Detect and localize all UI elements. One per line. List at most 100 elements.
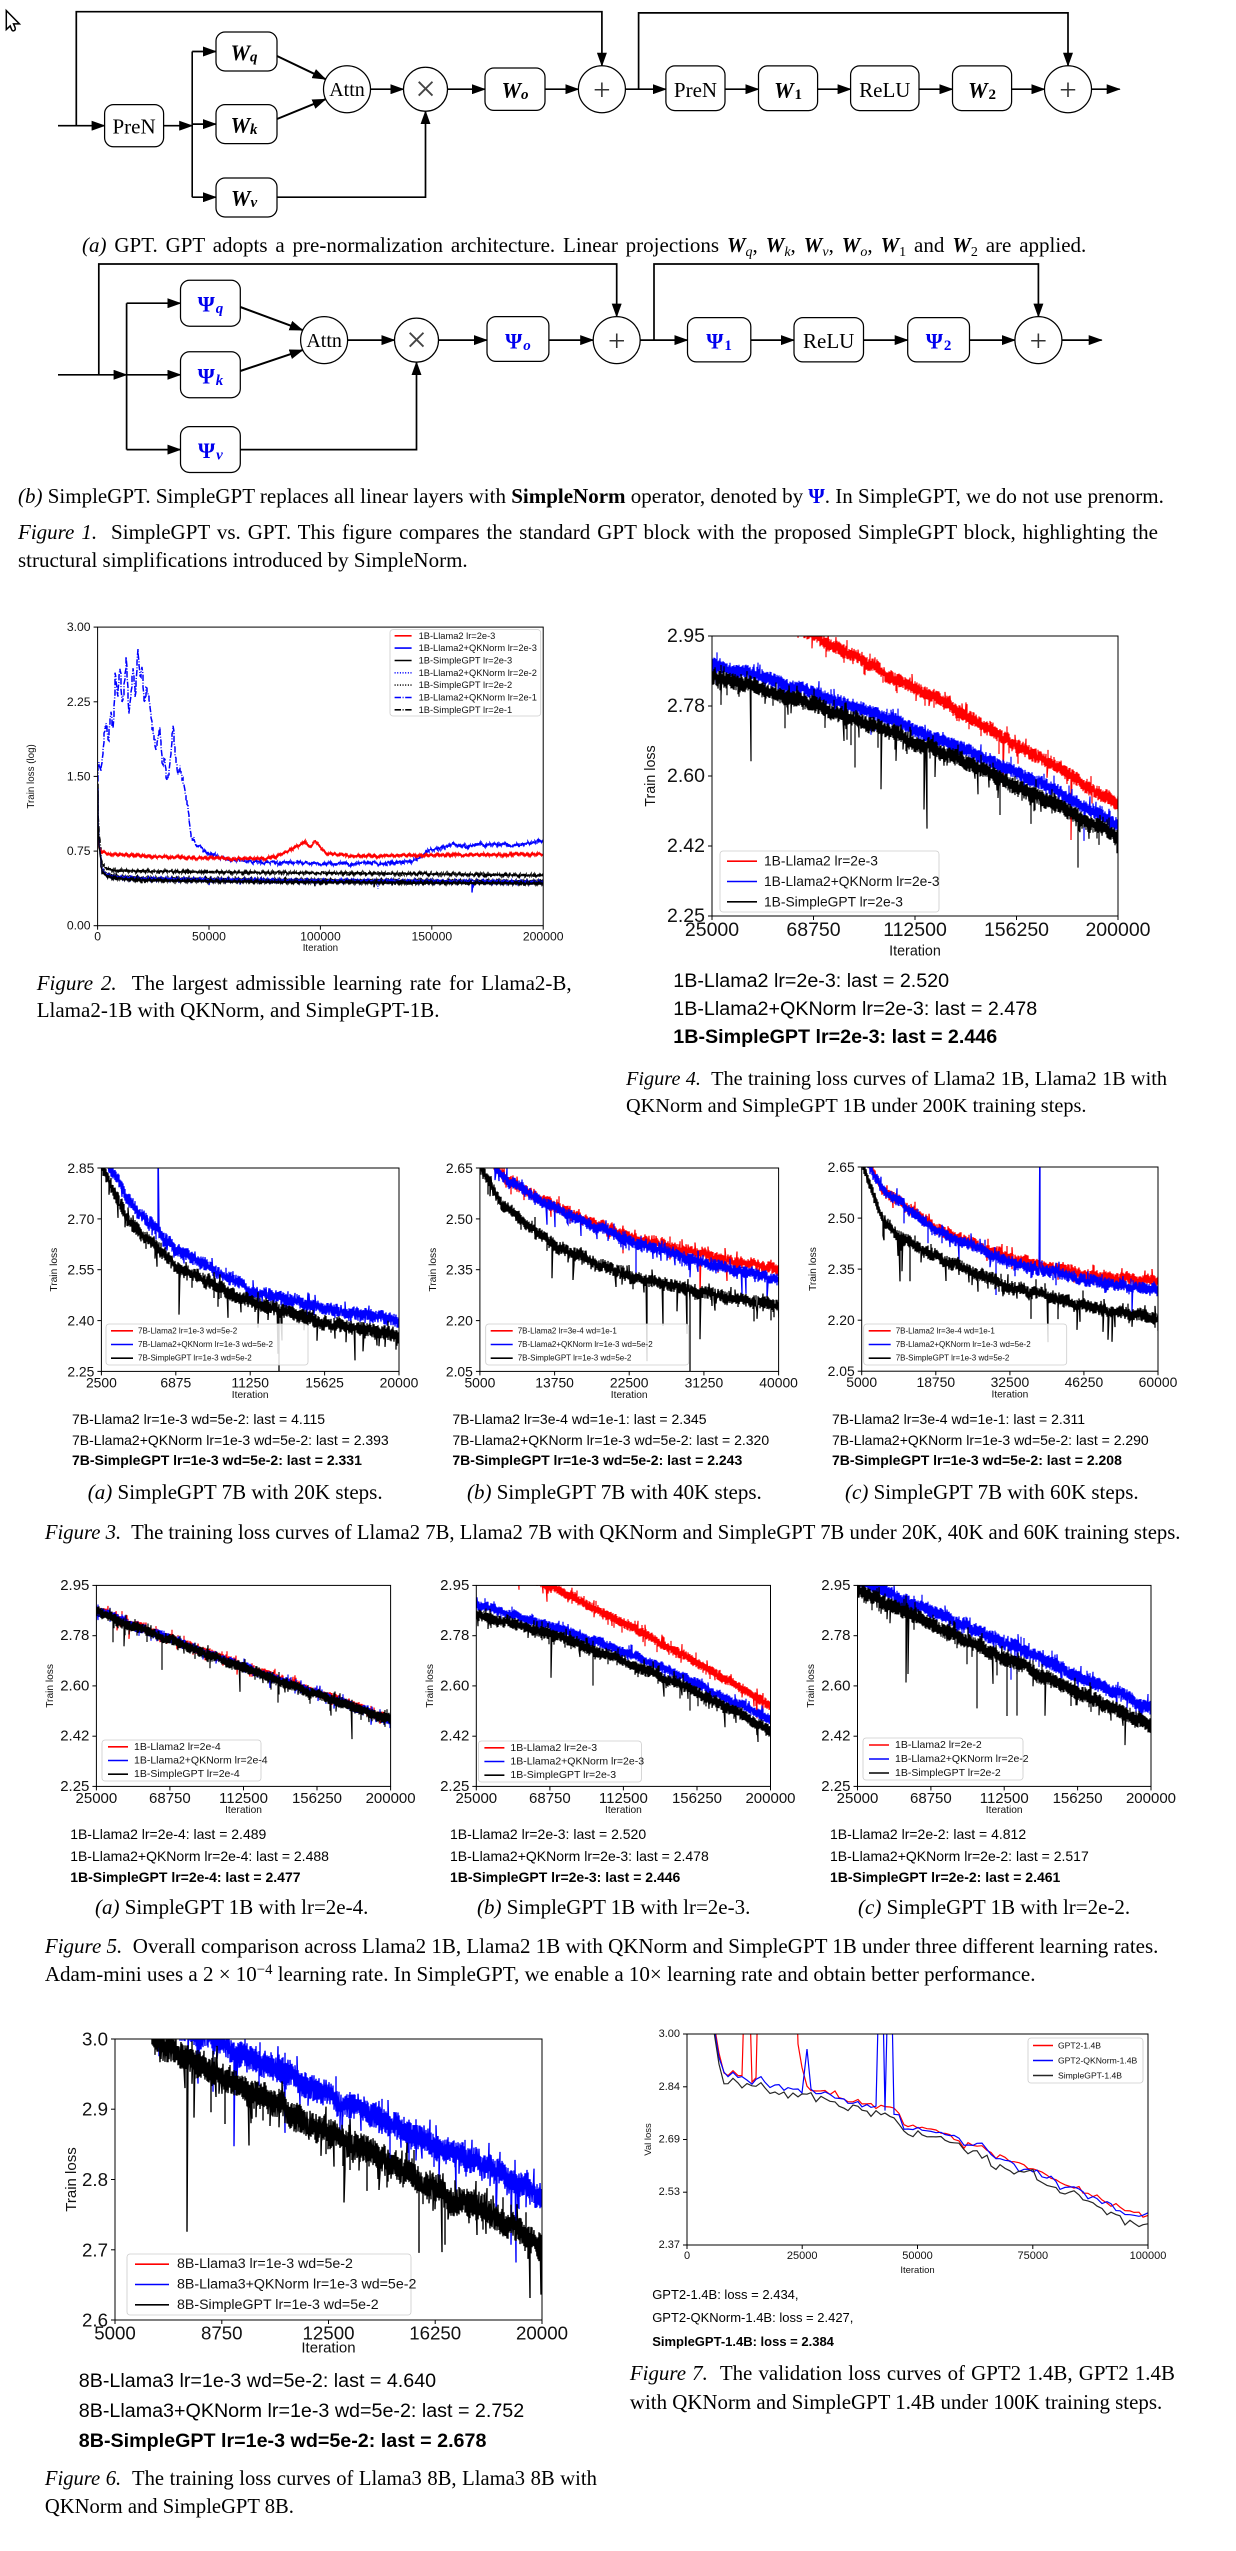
svg-text:2.95: 2.95 xyxy=(60,1577,89,1594)
svg-text:Attn: Attn xyxy=(329,79,365,101)
svg-text:32500: 32500 xyxy=(991,1374,1030,1390)
svg-text:100000: 100000 xyxy=(300,930,341,944)
svg-text:2500: 2500 xyxy=(86,1374,117,1390)
svg-text:20000: 20000 xyxy=(380,1374,419,1390)
svg-text:25000: 25000 xyxy=(837,1790,879,1807)
svg-text:3.00: 3.00 xyxy=(659,2028,680,2040)
svg-text:2.78: 2.78 xyxy=(440,1627,469,1644)
svg-text:112500: 112500 xyxy=(219,1790,268,1807)
svg-text:2.25: 2.25 xyxy=(440,1778,469,1795)
svg-text:11250: 11250 xyxy=(231,1374,269,1390)
svg-text:2.60: 2.60 xyxy=(667,765,705,787)
svg-text:8B-SimpleGPT lr=1e-3 wd=5e-2: 8B-SimpleGPT lr=1e-3 wd=5e-2 xyxy=(177,2297,379,2313)
svg-text:Train loss: Train loss xyxy=(428,1248,439,1292)
svg-text:2.85: 2.85 xyxy=(67,1160,94,1176)
svg-text:2.25: 2.25 xyxy=(67,695,91,709)
svg-text:Iteration: Iteration xyxy=(900,2265,934,2276)
svg-text:1B-Llama2+QKNorm lr=2e-2: 1B-Llama2+QKNorm lr=2e-2 xyxy=(419,668,537,678)
svg-text:×: × xyxy=(415,69,436,110)
svg-text:Train loss: Train loss xyxy=(643,745,659,806)
svg-text:25000: 25000 xyxy=(685,919,739,941)
svg-text:112500: 112500 xyxy=(883,919,947,941)
svg-text:2.95: 2.95 xyxy=(667,625,705,647)
svg-text:2.78: 2.78 xyxy=(60,1627,89,1644)
svg-text:1B-SimpleGPT lr=2e-3: 1B-SimpleGPT lr=2e-3 xyxy=(764,894,903,909)
svg-text:1B-SimpleGPT lr=2e-2: 1B-SimpleGPT lr=2e-2 xyxy=(419,680,513,690)
svg-text:2.42: 2.42 xyxy=(821,1728,850,1745)
svg-text:+: + xyxy=(608,323,625,358)
svg-text:200000: 200000 xyxy=(1126,1790,1176,1807)
svg-text:150000: 150000 xyxy=(411,930,452,944)
svg-text:0.00: 0.00 xyxy=(67,919,91,933)
svg-text:2.50: 2.50 xyxy=(446,1211,473,1227)
svg-text:1B-Llama2 lr=2e-3: 1B-Llama2 lr=2e-3 xyxy=(510,1742,597,1754)
svg-text:20000: 20000 xyxy=(516,2323,568,2344)
svg-text:7B-SimpleGPT lr=1e-3 wd=5e-2: 7B-SimpleGPT lr=1e-3 wd=5e-2 xyxy=(896,1354,1010,1363)
svg-text:2.78: 2.78 xyxy=(821,1627,850,1644)
svg-text:Train loss: Train loss xyxy=(808,1247,819,1291)
svg-text:GPT2-QKNorm-1.4B: GPT2-QKNorm-1.4B xyxy=(1058,2056,1138,2066)
svg-text:ReLU: ReLU xyxy=(859,78,910,102)
svg-text:112500: 112500 xyxy=(599,1790,648,1807)
svg-text:ReLU: ReLU xyxy=(803,329,854,353)
svg-text:12500: 12500 xyxy=(303,2323,355,2344)
svg-text:68750: 68750 xyxy=(786,919,840,941)
svg-text:1B-SimpleGPT lr=2e-3: 1B-SimpleGPT lr=2e-3 xyxy=(510,1769,616,1781)
svg-text:25000: 25000 xyxy=(455,1790,497,1807)
svg-text:75000: 75000 xyxy=(1018,2250,1049,2262)
svg-text:2.70: 2.70 xyxy=(67,1211,94,1227)
svg-text:2.65: 2.65 xyxy=(446,1160,473,1176)
svg-text:Train loss: Train loss xyxy=(806,1664,817,1708)
svg-text:2.95: 2.95 xyxy=(821,1577,850,1594)
svg-text:GPT2-1.4B: GPT2-1.4B xyxy=(1058,2041,1101,2051)
svg-text:2.05: 2.05 xyxy=(828,1363,855,1379)
svg-text:2.25: 2.25 xyxy=(821,1778,850,1795)
svg-text:2.60: 2.60 xyxy=(440,1677,469,1694)
svg-text:8B-Llama3 lr=1e-3 wd=5e-2: 8B-Llama3 lr=1e-3 wd=5e-2 xyxy=(177,2256,353,2272)
svg-text:+: + xyxy=(1059,72,1076,107)
svg-text:Train loss: Train loss xyxy=(425,1664,436,1708)
svg-text:1.50: 1.50 xyxy=(67,769,91,783)
svg-text:2.40: 2.40 xyxy=(67,1313,94,1329)
svg-text:46250: 46250 xyxy=(1065,1374,1104,1390)
svg-text:Iteration: Iteration xyxy=(232,1390,269,1401)
svg-text:1B-Llama2+QKNorm lr=2e-3: 1B-Llama2+QKNorm lr=2e-3 xyxy=(419,643,537,653)
svg-text:68750: 68750 xyxy=(910,1790,952,1807)
svg-text:1B-Llama2+QKNorm lr=2e-3: 1B-Llama2+QKNorm lr=2e-3 xyxy=(510,1756,644,1768)
svg-text:18750: 18750 xyxy=(916,1374,955,1390)
svg-text:112500: 112500 xyxy=(980,1790,1029,1807)
svg-text:3.00: 3.00 xyxy=(67,620,91,634)
svg-text:1B-SimpleGPT lr=2e-3: 1B-SimpleGPT lr=2e-3 xyxy=(419,656,513,666)
svg-text:Iteration: Iteration xyxy=(303,943,338,954)
svg-text:2.95: 2.95 xyxy=(440,1577,469,1594)
svg-text:1B-Llama2+QKNorm lr=2e-1: 1B-Llama2+QKNorm lr=2e-1 xyxy=(419,693,537,703)
svg-text:8750: 8750 xyxy=(201,2323,243,2344)
svg-text:2.50: 2.50 xyxy=(828,1210,855,1226)
svg-text:6875: 6875 xyxy=(160,1374,191,1390)
svg-text:Iteration: Iteration xyxy=(986,1805,1023,1816)
svg-text:100000: 100000 xyxy=(1130,2250,1167,2262)
svg-text:25000: 25000 xyxy=(787,2250,818,2262)
svg-text:2.8: 2.8 xyxy=(82,2169,108,2190)
svg-text:7B-Llama2 lr=3e-4 wd=1e-1: 7B-Llama2 lr=3e-4 wd=1e-1 xyxy=(518,1326,618,1335)
svg-text:1B-Llama2 lr=2e-4: 1B-Llama2 lr=2e-4 xyxy=(134,1741,221,1753)
svg-text:2.42: 2.42 xyxy=(667,835,705,857)
svg-text:Iteration: Iteration xyxy=(991,1390,1028,1401)
svg-text:Iteration: Iteration xyxy=(605,1805,642,1816)
svg-text:1B-Llama2 lr=2e-3: 1B-Llama2 lr=2e-3 xyxy=(419,631,496,641)
svg-text:5000: 5000 xyxy=(846,1374,877,1390)
svg-text:50000: 50000 xyxy=(192,930,226,944)
svg-text:0.75: 0.75 xyxy=(67,844,91,858)
svg-text:2.53: 2.53 xyxy=(659,2186,680,2198)
svg-text:2.6: 2.6 xyxy=(82,2310,108,2331)
svg-text:2.20: 2.20 xyxy=(828,1312,855,1328)
svg-text:PreN: PreN xyxy=(674,78,717,102)
svg-text:2.35: 2.35 xyxy=(446,1262,473,1278)
svg-text:Train loss (log): Train loss (log) xyxy=(26,744,37,808)
svg-text:0: 0 xyxy=(94,930,101,944)
svg-text:1B-SimpleGPT lr=2e-1: 1B-SimpleGPT lr=2e-1 xyxy=(419,705,513,715)
svg-text:Attn: Attn xyxy=(306,330,342,352)
svg-text:7B-SimpleGPT lr=1e-3 wd=5e-2: 7B-SimpleGPT lr=1e-3 wd=5e-2 xyxy=(518,1354,632,1363)
svg-text:2.42: 2.42 xyxy=(60,1728,89,1745)
svg-text:0: 0 xyxy=(684,2250,690,2262)
